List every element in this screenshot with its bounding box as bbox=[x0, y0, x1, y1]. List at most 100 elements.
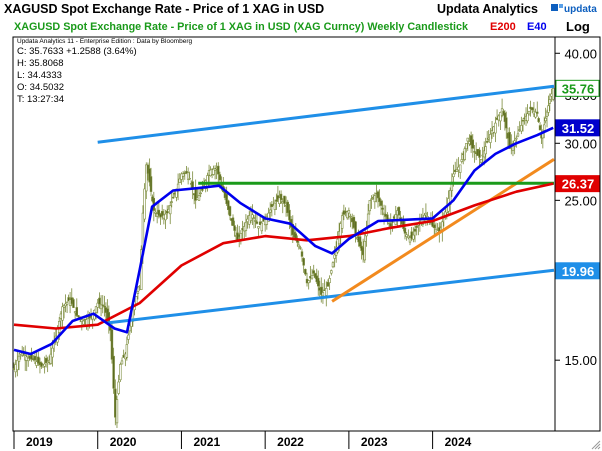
candle-body bbox=[537, 118, 540, 122]
candle-body bbox=[51, 347, 54, 358]
candle-body bbox=[148, 168, 151, 183]
window-title: XAGUSD Spot Exchange Rate - Price of 1 X… bbox=[4, 2, 324, 16]
plot-area bbox=[12, 36, 556, 432]
candle-body bbox=[382, 212, 386, 215]
candle-body bbox=[297, 244, 301, 248]
x-axis: 2019 2020 2021 2022 2023 2024 bbox=[13, 430, 555, 449]
candle-body bbox=[225, 193, 228, 205]
candle-body bbox=[169, 205, 172, 215]
candle-body bbox=[143, 188, 146, 220]
candle-body bbox=[368, 200, 372, 212]
candle-body bbox=[278, 197, 281, 204]
candle-body bbox=[424, 212, 428, 216]
candle-body bbox=[494, 122, 497, 134]
y-tick-label: 15.00 bbox=[564, 353, 597, 368]
candle-body bbox=[363, 240, 366, 261]
candle-body bbox=[96, 302, 99, 308]
candle-body bbox=[172, 196, 175, 199]
candle-body bbox=[312, 270, 315, 274]
candle-body bbox=[218, 174, 222, 181]
candle-body bbox=[479, 159, 483, 163]
info-low: L: 34.4333 bbox=[17, 70, 62, 81]
candle-body bbox=[82, 320, 85, 325]
candle-body bbox=[538, 125, 542, 131]
candle-body bbox=[515, 137, 518, 140]
candle-body bbox=[77, 315, 80, 318]
candle-body bbox=[547, 105, 550, 113]
candle-body bbox=[44, 358, 48, 364]
candle-body bbox=[314, 273, 317, 278]
vendor-name: Updata Analytics bbox=[437, 2, 538, 16]
value-label-box bbox=[555, 119, 600, 137]
candle-body bbox=[115, 399, 119, 424]
candle-body bbox=[61, 306, 64, 321]
candle-body bbox=[321, 292, 325, 297]
x-tick-label: 2019 bbox=[26, 435, 53, 449]
candle-body bbox=[302, 258, 305, 266]
candle-body bbox=[471, 139, 474, 149]
candle-body bbox=[257, 226, 260, 229]
candle-body bbox=[310, 275, 314, 279]
candle-body bbox=[397, 207, 401, 216]
candle-body bbox=[478, 149, 481, 158]
resize-grip-icon[interactable] bbox=[591, 440, 601, 450]
candle-body bbox=[268, 209, 272, 213]
y-tick-label: 40.00 bbox=[564, 46, 597, 61]
candle-body bbox=[328, 278, 331, 283]
candle-body bbox=[378, 197, 381, 203]
candle-body bbox=[349, 215, 352, 218]
candle-body bbox=[499, 112, 502, 122]
candle-body bbox=[49, 353, 53, 364]
candle-body bbox=[544, 117, 547, 122]
candle-body bbox=[166, 210, 169, 214]
candle-body bbox=[33, 355, 37, 361]
candle-body bbox=[120, 360, 124, 365]
candle-body bbox=[212, 168, 215, 175]
candle-body bbox=[534, 111, 537, 118]
info-source: Updata Analytics 11 - Enterprise Edition… bbox=[17, 38, 192, 45]
candle-body bbox=[197, 195, 201, 201]
candle-body bbox=[40, 362, 43, 367]
candle-body bbox=[136, 291, 140, 294]
candle-body bbox=[376, 191, 380, 199]
candle-body bbox=[526, 113, 529, 122]
candle-body bbox=[320, 286, 323, 295]
candle-body bbox=[67, 297, 70, 302]
candle-body bbox=[466, 137, 469, 142]
candle-body bbox=[178, 178, 181, 183]
candle-body bbox=[125, 344, 129, 358]
candle-body bbox=[154, 211, 157, 214]
candle-body bbox=[521, 120, 525, 122]
candle-body bbox=[531, 107, 534, 111]
candle-body bbox=[160, 211, 164, 217]
candle-body bbox=[484, 146, 487, 155]
candle-body bbox=[485, 141, 489, 143]
candle-body bbox=[415, 225, 418, 228]
info-time: T: 13:27:34 bbox=[17, 94, 64, 105]
candle-body bbox=[157, 209, 161, 216]
candle-body bbox=[455, 169, 459, 172]
candle-body bbox=[217, 165, 220, 175]
candle-body bbox=[300, 251, 304, 257]
candle-body bbox=[117, 381, 120, 394]
candle-body bbox=[233, 225, 236, 231]
candle-body bbox=[27, 357, 30, 362]
candle-body bbox=[333, 254, 336, 259]
x-tick-label: 2022 bbox=[277, 435, 304, 449]
candle-body bbox=[317, 277, 320, 287]
candle-body bbox=[421, 217, 425, 225]
info-block: Updata Analytics 11 - Enterprise Edition… bbox=[17, 38, 192, 105]
candle-body bbox=[545, 111, 549, 117]
candle-body bbox=[145, 164, 148, 192]
candle-body bbox=[251, 214, 254, 219]
candle-body bbox=[286, 201, 289, 214]
candle-body bbox=[347, 210, 351, 214]
candle-body bbox=[65, 302, 69, 305]
candle-body bbox=[164, 213, 167, 221]
candle-body bbox=[254, 220, 257, 222]
candle-body bbox=[460, 159, 463, 162]
info-close: C: 35.7633 +1.2588 (3.64%) bbox=[17, 46, 137, 57]
updata-logo: updata bbox=[551, 4, 597, 15]
candle-body bbox=[99, 304, 103, 310]
candle-body bbox=[520, 125, 523, 132]
